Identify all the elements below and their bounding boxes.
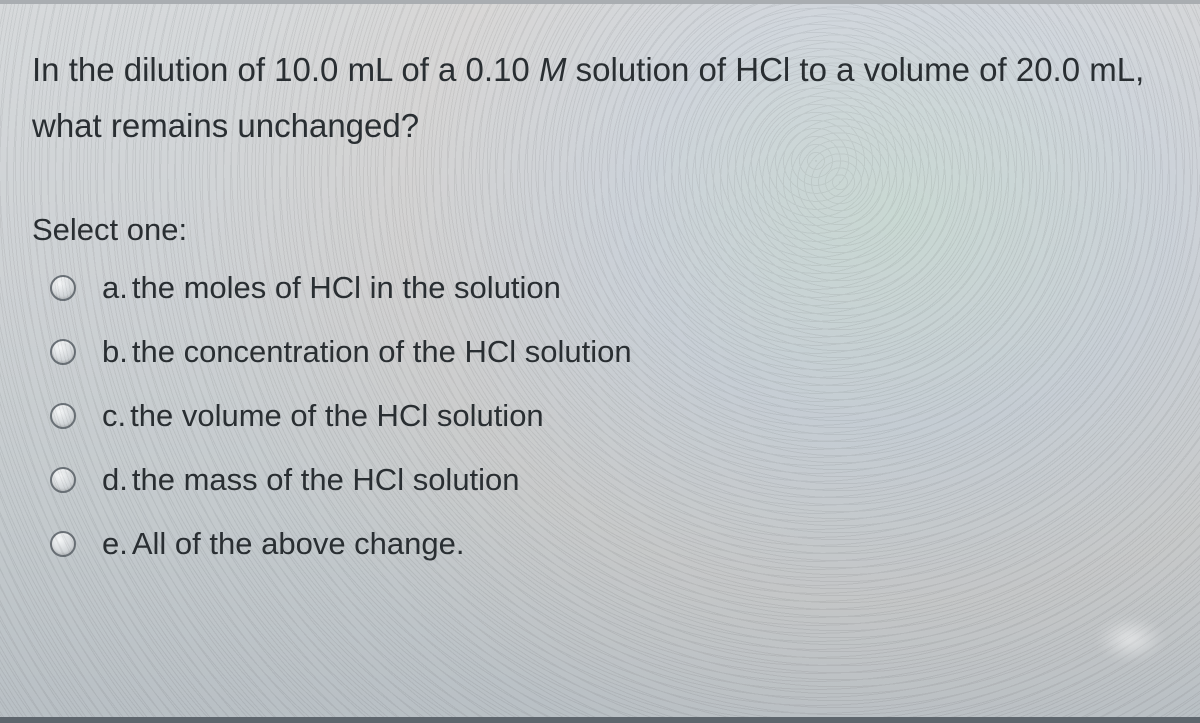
radio-icon[interactable]: [50, 339, 76, 365]
option-letter: c.: [102, 398, 126, 433]
option-text: the volume of the HCl solution: [130, 398, 544, 433]
radio-icon[interactable]: [50, 531, 76, 557]
option-letter: e.: [102, 526, 128, 561]
radio-icon[interactable]: [50, 467, 76, 493]
option-text: the mass of the HCl solution: [132, 462, 520, 497]
option-label: c.the volume of the HCl solution: [102, 398, 544, 434]
option-c[interactable]: c.the volume of the HCl solution: [50, 398, 1168, 434]
radio-icon[interactable]: [50, 275, 76, 301]
option-label: a.the moles of HCl in the solution: [102, 270, 561, 306]
question-pre: In the dilution of 10.0 mL of a 0.10: [32, 51, 539, 88]
select-one-prompt: Select one:: [32, 212, 1168, 248]
option-b[interactable]: b.the concentration of the HCl solution: [50, 334, 1168, 370]
option-letter: d.: [102, 462, 128, 497]
option-label: e.All of the above change.: [102, 526, 465, 562]
option-text: All of the above change.: [132, 526, 465, 561]
screen-glare: [1095, 616, 1165, 662]
question-italic: M: [539, 51, 567, 88]
option-d[interactable]: d.the mass of the HCl solution: [50, 462, 1168, 498]
option-letter: b.: [102, 334, 128, 369]
option-e[interactable]: e.All of the above change.: [50, 526, 1168, 562]
option-text: the concentration of the HCl solution: [132, 334, 632, 369]
option-label: b.the concentration of the HCl solution: [102, 334, 632, 370]
radio-icon[interactable]: [50, 403, 76, 429]
option-letter: a.: [102, 270, 128, 305]
question-text: In the dilution of 10.0 mL of a 0.10 M s…: [32, 42, 1168, 154]
option-label: d.the mass of the HCl solution: [102, 462, 520, 498]
option-a[interactable]: a.the moles of HCl in the solution: [50, 270, 1168, 306]
option-text: the moles of HCl in the solution: [132, 270, 561, 305]
options-group: a.the moles of HCl in the solution b.the…: [32, 270, 1168, 562]
